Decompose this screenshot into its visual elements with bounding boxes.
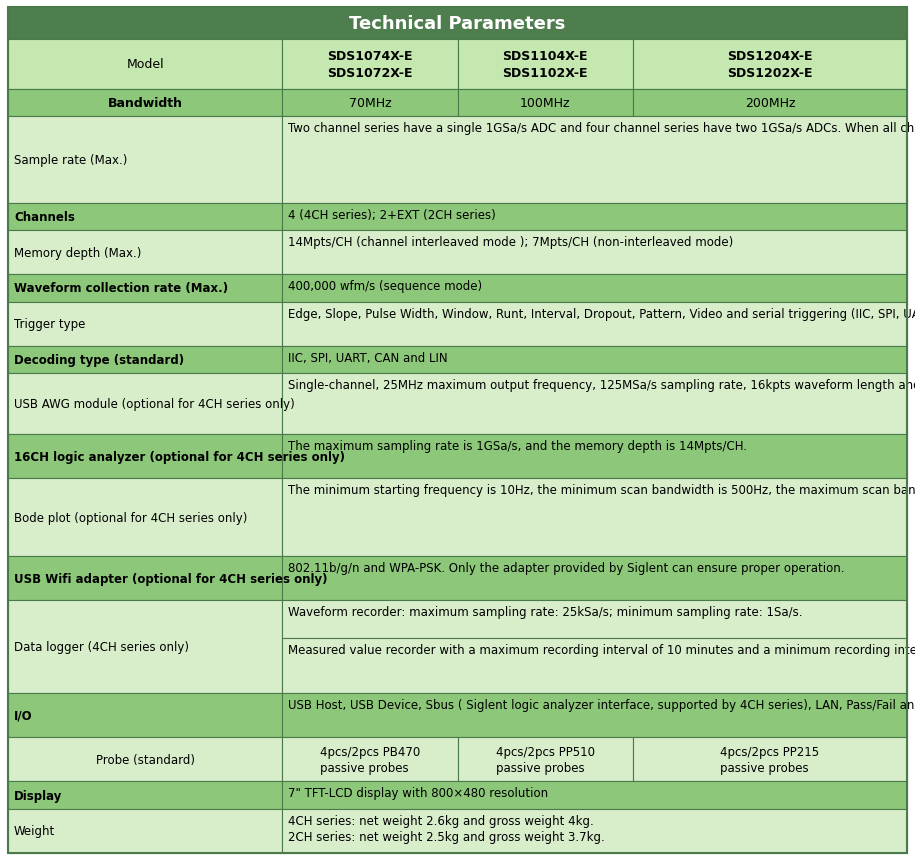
Bar (8, 8, 907, 40)
Text: Single-channel, 25MHz maximum output frequency, 125MSa/s sampling rate, 16kpts w: Single-channel, 25MHz maximum output fre… (288, 379, 915, 392)
Text: SDS1104X-E
SDS1102X-E: SDS1104X-E SDS1102X-E (502, 50, 588, 79)
Bar (282, 90, 458, 117)
Bar (282, 782, 907, 808)
Bar (8, 737, 282, 782)
Text: Measured value recorder with a maximum recording interval of 10 minutes and a mi: Measured value recorder with a maximum r… (288, 643, 915, 657)
Bar (8, 693, 282, 737)
Text: Bandwidth: Bandwidth (108, 97, 183, 110)
Text: 70MHz: 70MHz (349, 97, 391, 110)
Text: 14Mpts/CH (channel interleaved mode ); 7Mpts/CH (non-interleaved mode): 14Mpts/CH (channel interleaved mode ); 7… (288, 236, 734, 249)
Bar (282, 479, 907, 556)
Bar (8, 435, 282, 479)
Text: Weight: Weight (14, 825, 55, 838)
Bar (458, 90, 633, 117)
Text: Channels: Channels (14, 211, 75, 224)
Bar (633, 40, 907, 90)
Text: The maximum sampling rate is 1GSa/s, and the memory depth is 14Mpts/CH.: The maximum sampling rate is 1GSa/s, and… (288, 440, 748, 453)
Bar (633, 90, 907, 117)
Bar (282, 117, 907, 203)
Text: Trigger type: Trigger type (14, 318, 85, 331)
Text: 4 (4CH series); 2+EXT (2CH series): 4 (4CH series); 2+EXT (2CH series) (288, 208, 496, 221)
Bar (8, 40, 282, 90)
Bar (282, 435, 907, 479)
Text: USB Wifi adapter (optional for 4CH series only): USB Wifi adapter (optional for 4CH serie… (14, 573, 328, 585)
Text: Data logger (4CH series only): Data logger (4CH series only) (14, 641, 189, 653)
Text: I/O: I/O (14, 709, 33, 722)
Bar (8, 782, 282, 808)
Bar (8, 203, 282, 231)
Text: The minimum starting frequency is 10Hz, the minimum scan bandwidth is 500Hz, the: The minimum starting frequency is 10Hz, … (288, 484, 915, 497)
Text: 802.11b/g/n and WPA-PSK. Only the adapter provided by Siglent can ensure proper : 802.11b/g/n and WPA-PSK. Only the adapte… (288, 561, 845, 574)
Bar (8, 275, 282, 302)
Text: Two channel series have a single 1GSa/s ADC and four channel series have two 1GS: Two channel series have a single 1GSa/s … (288, 122, 915, 135)
Text: 16CH logic analyzer (optional for 4CH series only): 16CH logic analyzer (optional for 4CH se… (14, 450, 345, 463)
Text: 4pcs/2pcs PP510
passive probes: 4pcs/2pcs PP510 passive probes (496, 745, 595, 774)
Bar (282, 737, 458, 782)
Bar (282, 203, 907, 231)
Text: Waveform collection rate (Max.): Waveform collection rate (Max.) (14, 282, 228, 295)
Bar (282, 808, 907, 853)
Text: Memory depth (Max.): Memory depth (Max.) (14, 246, 142, 259)
Bar (633, 737, 907, 782)
Bar (8, 302, 282, 346)
Text: SDS1074X-E
SDS1072X-E: SDS1074X-E SDS1072X-E (327, 50, 413, 79)
Bar (8, 556, 282, 601)
Text: 100MHz: 100MHz (520, 97, 570, 110)
Bar (282, 601, 907, 639)
Bar (8, 374, 282, 435)
Bar (282, 556, 907, 601)
Text: Waveform recorder: maximum sampling rate: 25kSa/s; minimum sampling rate: 1Sa/s.: Waveform recorder: maximum sampling rate… (288, 606, 802, 619)
Text: IIC, SPI, UART, CAN and LIN: IIC, SPI, UART, CAN and LIN (288, 351, 447, 364)
Bar (282, 346, 907, 374)
Bar (8, 117, 282, 203)
Text: Probe (standard): Probe (standard) (95, 753, 195, 766)
Bar (282, 302, 907, 346)
Text: Decoding type (standard): Decoding type (standard) (14, 354, 184, 367)
Bar (282, 693, 907, 737)
Text: Edge, Slope, Pulse Width, Window, Runt, Interval, Dropout, Pattern, Video and se: Edge, Slope, Pulse Width, Window, Runt, … (288, 307, 915, 320)
Bar (458, 737, 633, 782)
Text: 400,000 wfm/s (sequence mode): 400,000 wfm/s (sequence mode) (288, 280, 482, 293)
Text: Bode plot (optional for 4CH series only): Bode plot (optional for 4CH series only) (14, 511, 247, 524)
Text: 200MHz: 200MHz (745, 97, 795, 110)
Text: Display: Display (14, 789, 62, 802)
Text: 4pcs/2pcs PP215
passive probes: 4pcs/2pcs PP215 passive probes (720, 745, 820, 774)
Text: 7" TFT-LCD display with 800×480 resolution: 7" TFT-LCD display with 800×480 resoluti… (288, 787, 548, 800)
Bar (458, 40, 633, 90)
Bar (8, 601, 282, 693)
Bar (282, 639, 907, 693)
Text: USB Host, USB Device, Sbus ( Siglent logic analyzer interface, supported by 4CH : USB Host, USB Device, Sbus ( Siglent log… (288, 698, 915, 711)
Text: 4pcs/2pcs PB470
passive probes: 4pcs/2pcs PB470 passive probes (319, 745, 420, 774)
Bar (8, 90, 282, 117)
Text: USB AWG module (optional for 4CH series only): USB AWG module (optional for 4CH series … (14, 398, 295, 411)
Bar (8, 346, 282, 374)
Bar (8, 808, 282, 853)
Bar (8, 231, 282, 275)
Bar (282, 275, 907, 302)
Bar (8, 479, 282, 556)
Bar (282, 231, 907, 275)
Text: Technical Parameters: Technical Parameters (350, 15, 565, 33)
Text: Model: Model (126, 59, 164, 71)
Text: 4CH series: net weight 2.6kg and gross weight 4kg.
2CH series: net weight 2.5kg : 4CH series: net weight 2.6kg and gross w… (288, 814, 605, 843)
Text: Sample rate (Max.): Sample rate (Max.) (14, 154, 127, 167)
Bar (282, 374, 907, 435)
Text: SDS1204X-E
SDS1202X-E: SDS1204X-E SDS1202X-E (727, 50, 813, 79)
Bar (282, 40, 458, 90)
